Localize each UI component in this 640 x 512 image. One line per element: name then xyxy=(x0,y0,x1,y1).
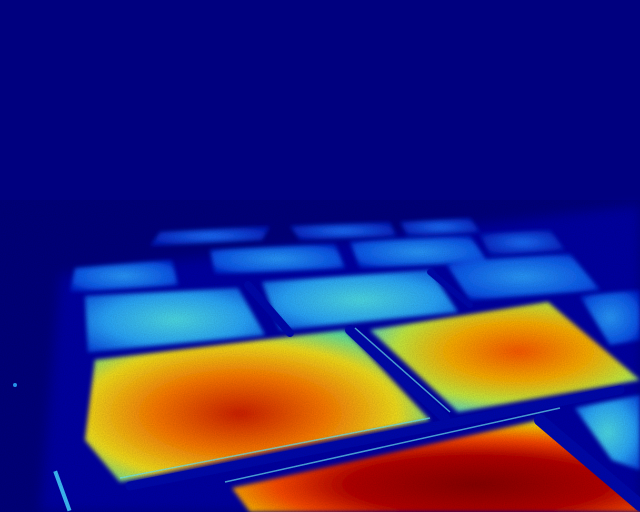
sensor-noise xyxy=(0,200,640,512)
